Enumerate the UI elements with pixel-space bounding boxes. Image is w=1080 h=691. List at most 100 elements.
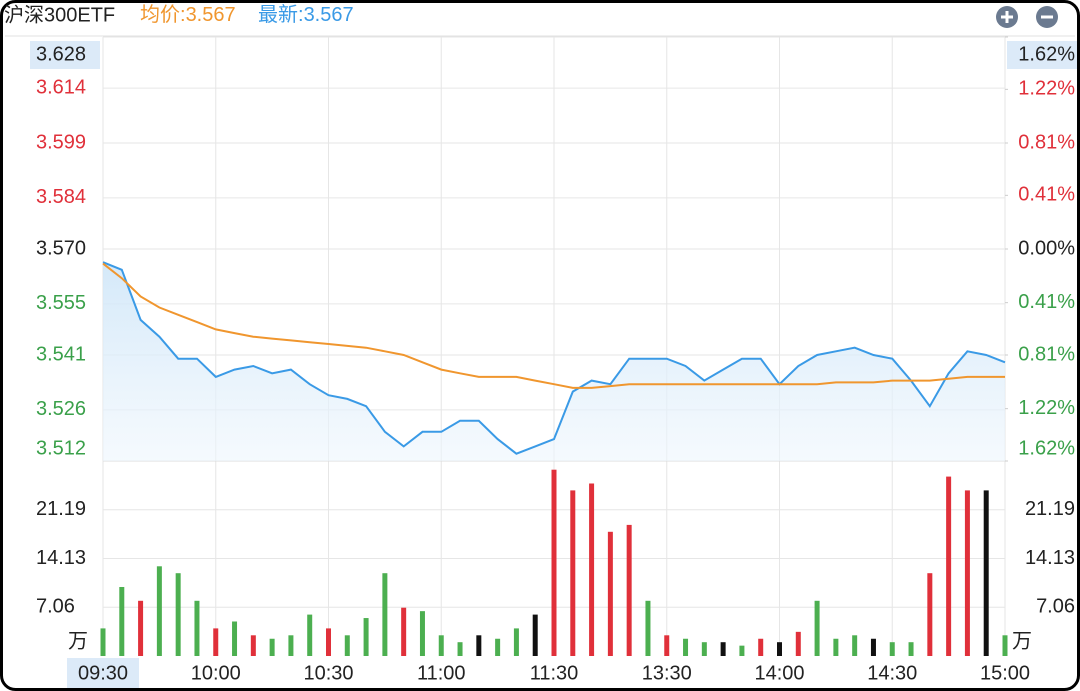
volume-bar — [889, 642, 895, 656]
volume-tick-label: 14.13 — [1025, 547, 1075, 569]
volume-bar — [551, 469, 557, 656]
volume-bar — [232, 621, 238, 656]
volume-bar — [664, 635, 670, 656]
tick-highlight — [67, 658, 139, 688]
volume-bar — [100, 628, 106, 656]
volume-bar — [795, 631, 801, 656]
x-tick-label: 10:30 — [303, 662, 353, 684]
y-tick-label: 3.628 — [36, 43, 86, 65]
quote-label: 最新: — [258, 3, 304, 26]
volume-unit: 万 — [68, 630, 88, 652]
x-tick-label: 13:30 — [642, 662, 692, 684]
chart-title: 沪深300ETF — [4, 3, 115, 26]
zoom-in[interactable] — [996, 6, 1018, 28]
y2-tick-label: 0.41% — [1018, 184, 1075, 206]
volume-bar — [438, 635, 444, 656]
volume-bar — [607, 531, 613, 656]
volume-tick-label: 21.19 — [1025, 498, 1075, 520]
x-tick-label: 14:00 — [754, 662, 804, 684]
volume-bar — [194, 600, 200, 656]
y2-tick-label: 0.81% — [1018, 131, 1075, 153]
quote-value: 3.567 — [186, 4, 236, 26]
volume-bar — [476, 635, 482, 656]
x-tick-label: 14:30 — [867, 662, 917, 684]
y2-tick-label: 1.22% — [1018, 397, 1075, 419]
volume-bar — [701, 642, 707, 656]
y2-tick-label: 1.62% — [1018, 437, 1075, 459]
y-tick-label: 3.541 — [36, 343, 86, 365]
volume-bar — [946, 476, 952, 656]
volume-bar — [213, 628, 219, 656]
volume-bar — [175, 573, 181, 656]
y-tick-label: 3.584 — [36, 186, 86, 208]
volume-bar — [964, 490, 970, 656]
volume-tick-label: 7.06 — [36, 596, 75, 618]
volume-bar — [589, 483, 595, 656]
volume-bar — [777, 642, 782, 656]
volume-tick-label: 21.19 — [36, 498, 86, 520]
y2-tick-label: 0.81% — [1018, 343, 1075, 365]
volume-bar — [927, 573, 933, 656]
volume-bar — [138, 600, 144, 656]
y2-tick-label: 1.22% — [1018, 78, 1075, 100]
volume-bar — [382, 573, 388, 656]
price-line — [102, 261, 1006, 455]
y-tick-label: 3.512 — [36, 437, 86, 459]
y-tick-label: 3.614 — [36, 76, 86, 98]
volume-bar — [532, 614, 538, 656]
volume-tick-label: 14.13 — [36, 547, 86, 569]
x-tick-label: 09:30 — [78, 662, 128, 684]
volume-bar — [720, 642, 726, 656]
quote-label: 均价: — [140, 3, 186, 26]
quote-last: 最新:3.567 — [258, 3, 354, 26]
volume-bar — [626, 524, 632, 656]
volume-bar — [645, 600, 651, 656]
zoom-out[interactable] — [1036, 6, 1058, 28]
volume-bar — [250, 635, 256, 656]
x-tick-label: 11:30 — [530, 662, 579, 684]
volume-bar — [852, 635, 858, 656]
x-tick-label: 11:00 — [417, 662, 466, 684]
volume-bar — [307, 614, 313, 656]
y2-tick-label: 1.62% — [1018, 43, 1075, 65]
volume-bar — [269, 638, 275, 656]
x-tick-label: 15:00 — [980, 662, 1030, 684]
volume-bar — [758, 638, 764, 656]
y2-tick-label: 0.00% — [1018, 237, 1075, 259]
y-tick-label: 3.599 — [36, 131, 86, 153]
y-tick-label: 3.526 — [36, 398, 86, 420]
tick-highlight — [1007, 41, 1077, 69]
volume-bar — [495, 638, 501, 656]
volume-tick-label: 7.06 — [1036, 596, 1075, 618]
volume-bar — [683, 638, 689, 656]
x-tick-label: 10:00 — [191, 662, 241, 684]
volume-bar — [570, 490, 576, 656]
volume-bar — [457, 642, 463, 656]
volume-bar — [288, 635, 294, 656]
y2-tick-label: 0.41% — [1018, 291, 1075, 313]
volume-bar — [344, 635, 350, 656]
volume-bar — [119, 586, 125, 656]
volume-bar — [908, 642, 914, 656]
y-tick-label: 3.570 — [36, 237, 86, 259]
quote-value: 3.567 — [304, 4, 354, 26]
volume-bar — [814, 600, 820, 656]
quote-avg: 均价:3.567 — [140, 3, 236, 26]
volume-bar — [326, 628, 331, 656]
volume-bar — [363, 618, 369, 656]
volume-bar — [870, 638, 876, 656]
volume-unit: 万 — [1012, 630, 1032, 652]
volume-bar — [1002, 635, 1008, 656]
volume-bar — [156, 566, 162, 656]
volume-bar — [983, 490, 989, 656]
tick-highlight — [30, 41, 100, 69]
volume-bar — [513, 628, 519, 656]
price-area — [103, 262, 1005, 461]
average-line — [102, 262, 1005, 389]
y-tick-label: 3.555 — [36, 292, 86, 314]
volume-bar — [833, 638, 839, 656]
volume-bar — [419, 611, 425, 656]
volume-bar — [401, 607, 407, 656]
